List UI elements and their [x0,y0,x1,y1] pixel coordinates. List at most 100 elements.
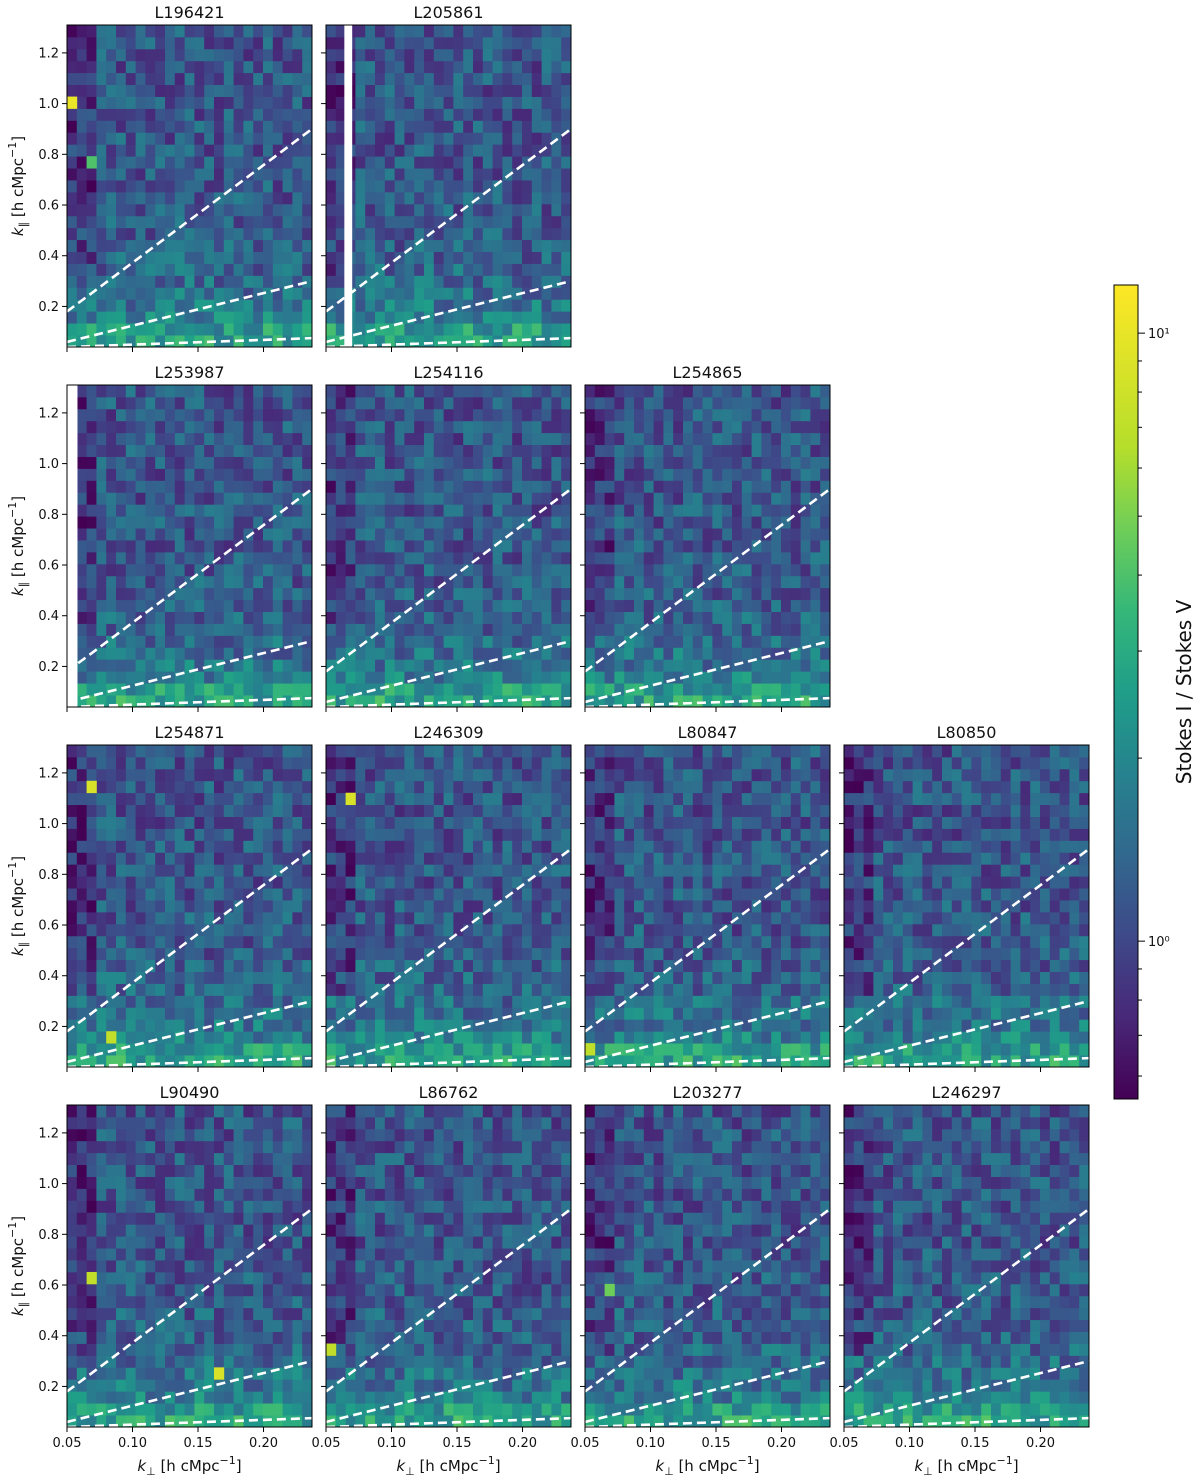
heatmap-cell [531,396,542,410]
heatmap-cell [781,432,792,446]
heatmap-cell [272,864,283,877]
heatmap-cell [135,72,146,86]
heatmap-cell [771,683,782,696]
heatmap-cell [473,36,484,50]
heatmap-cell [214,1007,225,1020]
heatmap-cell [424,323,435,336]
heatmap-cell [204,995,215,1008]
heatmap-cell [106,72,117,86]
heatmap-cell [384,587,395,601]
heatmap-cell [384,335,395,348]
heatmap-cell [453,36,464,50]
heatmap-cell [302,623,313,636]
heatmap-cell [541,659,552,672]
heatmap-cell [502,995,513,1008]
heatmap-cell [751,540,762,553]
heatmap-cell [243,96,254,109]
heatmap-cell [253,432,264,446]
heatmap-cell [174,180,185,193]
heatmap-cell [375,299,386,312]
heatmap-cell [443,695,454,708]
heatmap-cell [800,599,811,612]
heatmap-cell [502,84,513,97]
heatmap-cell [375,840,386,853]
heatmap-cell [404,299,415,312]
heatmap-cell [326,84,337,97]
heatmap-cell [492,864,503,877]
heatmap-cell [355,180,366,193]
heatmap-cell [243,995,254,1008]
heatmap-cell [712,420,723,434]
heatmap-cell [253,36,264,50]
heatmap-cell [125,156,136,169]
heatmap-cell [541,323,552,336]
heatmap-cell [790,444,801,457]
heatmap-cell [482,60,493,74]
heatmap-cell [384,671,395,684]
heatmap-cell [522,480,533,493]
heatmap-cell [394,275,405,288]
heatmap-cell [482,456,493,469]
heatmap-cell [424,132,435,145]
heatmap-cell [155,96,166,109]
heatmap-cell [663,599,674,612]
heatmap-cell [820,611,831,624]
heatmap-cell [551,780,562,794]
heatmap-cell [482,816,493,829]
heatmap-cell [116,983,127,996]
heatmap-cell [482,299,493,312]
heatmap-cell [106,504,117,517]
heatmap-cell [282,756,293,770]
heatmap-cell [282,408,293,422]
heatmap-cell [326,540,337,553]
heatmap-cell [194,84,205,97]
heatmap-cell [223,48,234,62]
heatmap-cell [561,408,572,422]
heatmap-cell [106,745,117,758]
heatmap-cell [531,1055,542,1068]
heatmap-cell [106,671,117,684]
heatmap-cell [233,251,244,264]
heatmap-cell [204,156,215,169]
heatmap-cell [86,468,97,481]
heatmap-cell [96,852,107,865]
heatmap-cell [604,396,615,410]
heatmap-cell [214,516,225,529]
heatmap-cell [414,480,425,493]
heatmap-cell [86,695,97,708]
heatmap-cell [365,287,376,300]
heatmap-cell [194,959,205,972]
heatmap-cell [541,1043,552,1056]
heatmap-cell [781,456,792,469]
heatmap-cell [214,420,225,434]
heatmap-cell [145,36,156,50]
heatmap-cell [96,156,107,169]
heatmap-cell [263,671,274,684]
heatmap-cell [404,191,415,205]
heatmap-cell [145,695,156,708]
heatmap-cell [272,504,283,517]
heatmap-cell [125,239,136,252]
heatmap-cell [820,385,831,398]
heatmap-cell [522,540,533,553]
heatmap-cell [453,852,464,865]
heatmap-cell [345,935,356,949]
heatmap-cell [443,120,454,133]
heatmap-cell [643,468,654,481]
heatmap-cell [394,227,405,241]
heatmap-cell [820,456,831,469]
heatmap-cell [326,947,337,961]
heatmap-cell [355,983,366,996]
heatmap-cell [96,516,107,529]
heatmap-cell [233,120,244,133]
heatmap-cell [214,971,225,984]
heatmap-cell [424,876,435,889]
heatmap-cell [585,575,596,589]
heatmap-cell [155,971,166,984]
heatmap-cell [443,923,454,937]
heatmap-cell [355,587,366,601]
heatmap-cell [145,191,156,205]
heatmap-cell [174,444,185,457]
heatmap-cell [292,756,303,770]
